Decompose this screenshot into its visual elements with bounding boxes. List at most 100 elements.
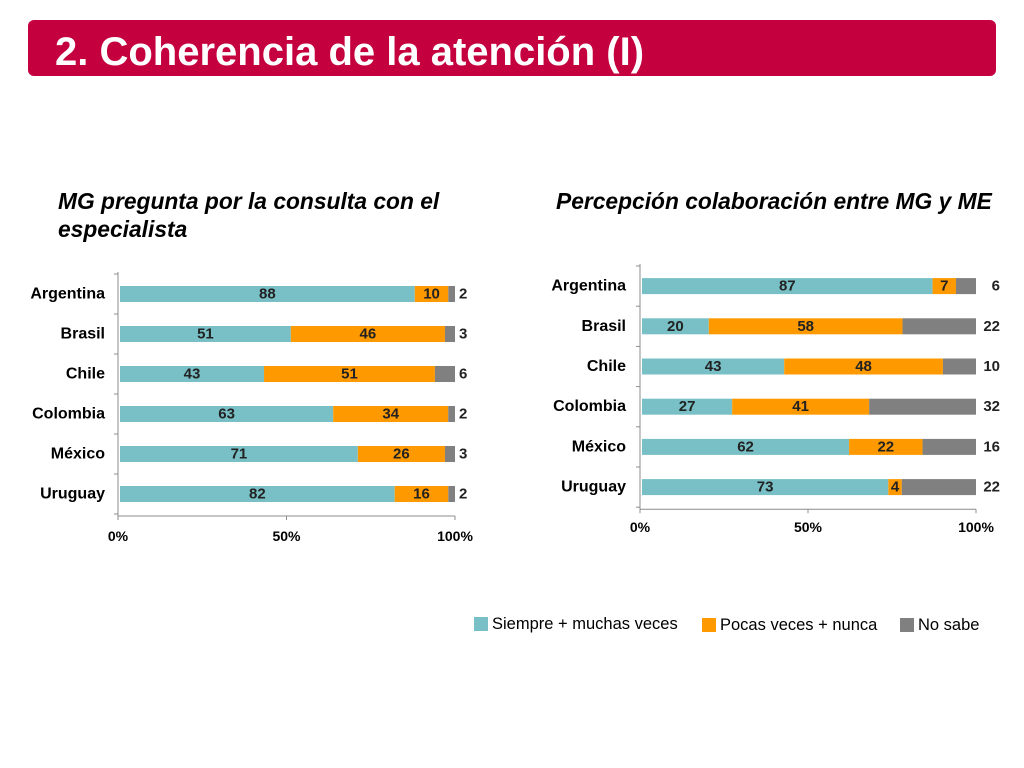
bar-colombia-no-sabe — [869, 398, 976, 415]
value-label-colombia-pocas-veces-nunca: 41 — [792, 398, 809, 415]
value-label-mexico-siempre-muchas-veces: 62 — [737, 438, 754, 455]
bar-mexico-pocas-veces-nunca — [849, 438, 923, 455]
category-label-colombia: Colombia — [553, 398, 626, 415]
legend-item-pocas-veces-nunca: Pocas veces + nunca — [702, 616, 877, 634]
bar-argentina-no-sabe — [955, 278, 976, 295]
value-label-brasil-siempre-muchas-veces: 51 — [197, 326, 214, 343]
value-label-uruguay-pocas-veces-nunca: 16 — [413, 486, 430, 503]
value-label-uruguay-no-sabe: 2 — [459, 486, 467, 503]
category-label-uruguay: Uruguay — [40, 486, 105, 503]
bar-argentina-pocas-veces-nunca — [414, 286, 449, 302]
category-label-brasil: Brasil — [582, 318, 626, 335]
value-label-colombia-no-sabe: 32 — [983, 398, 1000, 415]
bar-uruguay-no-sabe — [901, 479, 976, 496]
category-label-chile: Chile — [587, 358, 626, 375]
x-tick-label-0: 0% — [108, 528, 129, 544]
value-label-mexico-no-sabe: 3 — [459, 446, 467, 463]
value-label-brasil-no-sabe: 22 — [983, 318, 1000, 335]
x-tick-label-0: 0% — [630, 519, 651, 535]
category-label-mexico: México — [51, 446, 105, 463]
value-label-brasil-pocas-veces-nunca: 58 — [797, 318, 814, 335]
bar-argentina-siempre-muchas-veces — [120, 286, 415, 302]
page-title: 2. Coherencia de la atención (I) — [55, 30, 645, 74]
value-label-colombia-pocas-veces-nunca: 34 — [382, 406, 399, 423]
value-label-chile-siempre-muchas-veces: 43 — [705, 358, 722, 375]
bar-colombia-pocas-veces-nunca — [333, 406, 449, 422]
bar-chile-no-sabe — [942, 358, 976, 375]
bar-argentina-no-sabe — [448, 286, 455, 302]
bar-brasil-no-sabe — [902, 318, 976, 335]
bar-brasil-no-sabe — [444, 326, 455, 342]
bar-argentina-pocas-veces-nunca — [932, 278, 956, 295]
value-label-mexico-pocas-veces-nunca: 26 — [393, 446, 410, 463]
value-label-chile-pocas-veces-nunca: 51 — [341, 366, 358, 383]
value-label-argentina-siempre-muchas-veces: 88 — [259, 286, 276, 303]
value-label-uruguay-pocas-veces-nunca: 4 — [891, 479, 900, 496]
value-label-chile-no-sabe: 6 — [459, 366, 467, 383]
bar-brasil-siempre-muchas-veces — [120, 326, 291, 342]
bar-mexico-siempre-muchas-veces — [120, 446, 358, 462]
chart-title-consulta-especialista: MG pregunta por la consulta con el espec… — [58, 188, 440, 242]
bar-mexico-no-sabe — [444, 446, 455, 462]
bar-uruguay-pocas-veces-nunca — [394, 486, 449, 502]
category-label-mexico: México — [572, 438, 626, 455]
legend-swatch-no-sabe — [900, 618, 914, 632]
bar-colombia-siempre-muchas-veces — [120, 406, 334, 422]
category-label-argentina: Argentina — [551, 278, 626, 295]
x-tick-label-2: 100% — [958, 519, 994, 535]
value-label-argentina-no-sabe: 6 — [992, 278, 1000, 295]
bar-uruguay-siempre-muchas-veces — [642, 479, 889, 496]
bar-mexico-pocas-veces-nunca — [357, 446, 445, 462]
chart-title-colaboracion-mg-me: Percepción colaboración entre MG y ME — [556, 188, 992, 214]
legend-item-siempre-muchas-veces: Siempre + muchas veces — [474, 615, 678, 633]
bar-brasil-pocas-veces-nunca — [290, 326, 445, 342]
bar-brasil-siempre-muchas-veces — [642, 318, 709, 335]
value-label-uruguay-siempre-muchas-veces: 82 — [249, 486, 266, 503]
chart-colaboracion-mg-me: 0% 50% 100% Argentina 87 7 6 Brasil 20 58 22 Chile 4… — [551, 264, 1000, 535]
category-label-uruguay: Uruguay — [561, 479, 626, 496]
legend-label-siempre-muchas-veces: Siempre + muchas veces — [492, 615, 678, 633]
value-label-argentina-siempre-muchas-veces: 87 — [779, 278, 796, 295]
bar-argentina-siempre-muchas-veces — [642, 278, 933, 295]
category-label-brasil: Brasil — [61, 326, 105, 343]
value-label-argentina-pocas-veces-nunca: 10 — [423, 286, 440, 303]
legend-item-no-sabe: No sabe — [900, 616, 979, 634]
bar-uruguay-no-sabe — [448, 486, 455, 502]
bar-uruguay-siempre-muchas-veces — [120, 486, 395, 502]
bar-chile-pocas-veces-nunca — [784, 358, 943, 375]
value-label-argentina-pocas-veces-nunca: 7 — [940, 278, 948, 295]
bar-chile-pocas-veces-nunca — [264, 366, 435, 382]
legend-label-pocas-veces-nunca: Pocas veces + nunca — [720, 616, 878, 634]
header-bar: 2. Coherencia de la atención (I) — [28, 20, 996, 76]
value-label-mexico-siempre-muchas-veces: 71 — [231, 446, 248, 463]
bar-chile-no-sabe — [434, 366, 455, 382]
value-label-brasil-no-sabe: 3 — [459, 326, 467, 343]
bar-uruguay-pocas-veces-nunca — [888, 479, 902, 496]
category-label-colombia: Colombia — [32, 406, 105, 423]
value-label-brasil-pocas-veces-nunca: 46 — [360, 326, 377, 343]
bar-brasil-pocas-veces-nunca — [708, 318, 903, 335]
legend-swatch-siempre-muchas-veces — [474, 617, 488, 631]
x-tick-label-1: 50% — [794, 519, 823, 535]
bar-chile-siempre-muchas-veces — [120, 366, 265, 382]
bar-colombia-siempre-muchas-veces — [642, 398, 733, 415]
bar-chile-siempre-muchas-veces — [642, 358, 785, 375]
chart-consulta-especialista: 0% 50% 100% Argentina 88 10 2 Brasil 51 46 3 Chile 4… — [30, 272, 473, 544]
value-label-chile-pocas-veces-nunca: 48 — [855, 358, 872, 375]
bar-colombia-pocas-veces-nunca — [732, 398, 870, 415]
category-label-argentina: Argentina — [30, 286, 105, 303]
value-label-uruguay-no-sabe: 22 — [983, 479, 1000, 496]
legend-label-no-sabe: No sabe — [918, 616, 980, 634]
value-label-colombia-siempre-muchas-veces: 27 — [679, 398, 696, 415]
legend-swatch-pocas-veces-nunca — [702, 618, 716, 632]
x-tick-label-2: 100% — [437, 528, 473, 544]
value-label-argentina-no-sabe: 2 — [459, 286, 467, 303]
bar-mexico-siempre-muchas-veces — [642, 438, 850, 455]
value-label-brasil-siempre-muchas-veces: 20 — [667, 318, 684, 335]
value-label-chile-siempre-muchas-veces: 43 — [184, 366, 201, 383]
value-label-colombia-siempre-muchas-veces: 63 — [218, 406, 235, 423]
value-label-mexico-no-sabe: 16 — [983, 438, 1000, 455]
x-tick-label-1: 50% — [272, 528, 301, 544]
